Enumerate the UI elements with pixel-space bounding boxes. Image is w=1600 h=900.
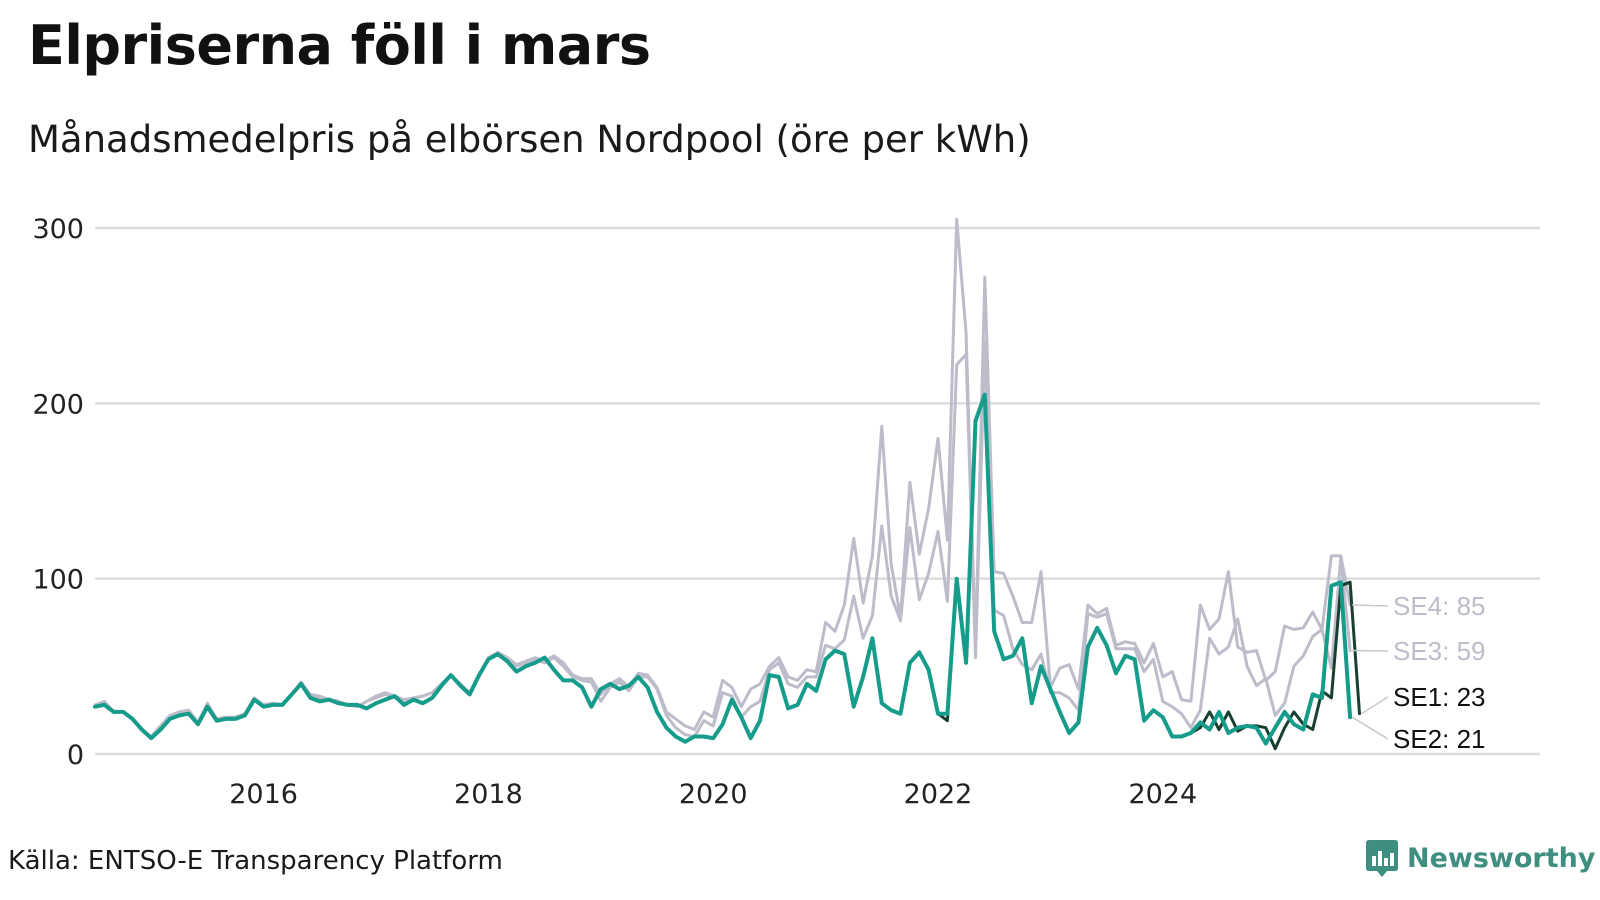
y-tick-label: 0 — [67, 740, 84, 771]
brand-logo: Newsworthy — [1365, 838, 1595, 878]
gridlines — [95, 226, 1540, 756]
series-end-labels: SE4: 85 SE3: 59 SE1: 23 SE2: 21 — [1351, 591, 1486, 754]
y-axis-ticks: 0 100 200 300 — [32, 214, 84, 771]
x-tick-label: 2016 — [229, 779, 298, 810]
series-line-se4 — [93, 217, 1352, 738]
y-tick-label: 200 — [32, 389, 84, 420]
label-connector-se4 — [1352, 604, 1389, 607]
series-end-label-se4: SE4: 85 — [1393, 591, 1486, 621]
y-tick-label: 100 — [32, 565, 84, 596]
series-end-label-se1: SE1: 23 — [1393, 682, 1486, 712]
x-tick-label: 2022 — [904, 779, 973, 810]
x-axis-ticks: 2016 2018 2020 2022 2024 — [229, 779, 1197, 810]
x-tick-label: 2020 — [679, 779, 748, 810]
series-line-se2 — [93, 392, 1353, 746]
label-connector-se1 — [1361, 696, 1389, 715]
brand-name: Newsworthy — [1407, 842, 1596, 874]
series-end-label-se2: SE2: 21 — [1393, 724, 1486, 754]
series-lines — [93, 217, 1361, 751]
label-connector-se2 — [1351, 716, 1389, 740]
chart-title: Elpriserna föll i mars — [28, 14, 651, 77]
x-tick-label: 2018 — [454, 779, 523, 810]
source-note: Källa: ENTSO-E Transparency Platform — [8, 846, 503, 876]
series-end-label-se3: SE3: 59 — [1393, 636, 1486, 666]
x-tick-label: 2024 — [1128, 779, 1197, 810]
y-tick-label: 300 — [32, 214, 84, 245]
newsworthy-logo-icon — [1366, 840, 1398, 877]
chart-subtitle: Månadsmedelpris på elbörsen Nordpool (ör… — [28, 118, 1031, 161]
